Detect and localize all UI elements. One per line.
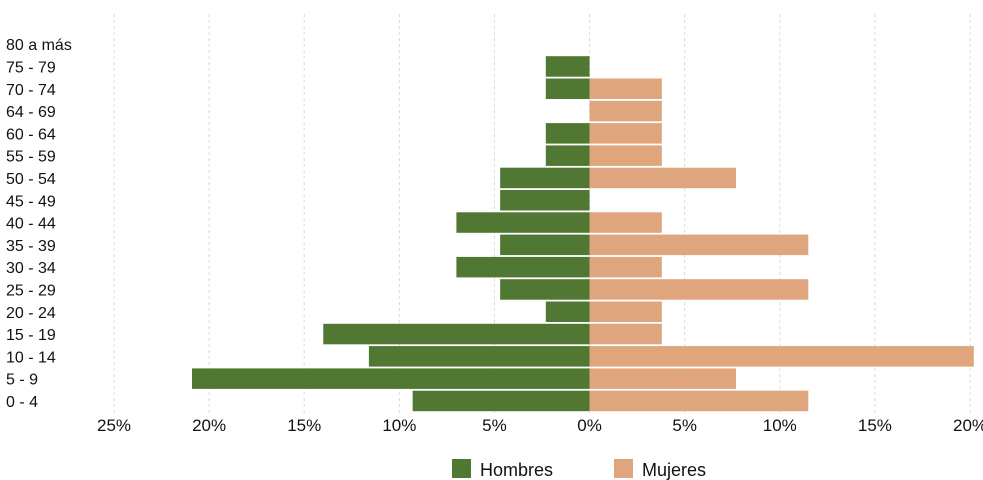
bar-hombres bbox=[545, 145, 590, 166]
x-tick-label: 25% bbox=[97, 416, 131, 435]
legend-swatch bbox=[452, 459, 471, 478]
bar-hombres bbox=[412, 390, 590, 412]
x-tick-label: 15% bbox=[858, 416, 892, 435]
bar-mujeres bbox=[589, 145, 662, 166]
bar-mujeres bbox=[589, 256, 662, 278]
category-labels: 80 a más 75 - 79 70 - 74 64 - 69 60 - 64 55 -… bbox=[6, 37, 72, 411]
category-label: 45 - 49 bbox=[6, 193, 56, 210]
bar-hombres bbox=[368, 346, 590, 367]
legend: Hombres Mujeres bbox=[452, 459, 706, 480]
category-label: 40 - 44 bbox=[6, 216, 56, 233]
bar-hombres bbox=[191, 368, 590, 389]
bar-mujeres bbox=[589, 390, 809, 412]
bars bbox=[191, 56, 974, 412]
category-label: 64 - 69 bbox=[6, 104, 56, 121]
category-label: 70 - 74 bbox=[6, 82, 56, 99]
bar-mujeres bbox=[589, 100, 662, 122]
category-label: 25 - 29 bbox=[6, 282, 56, 299]
legend-label: Hombres bbox=[480, 460, 553, 480]
category-label: 10 - 14 bbox=[6, 349, 56, 366]
x-tick-label: 20% bbox=[192, 416, 226, 435]
bar-mujeres bbox=[589, 368, 737, 389]
bar-hombres bbox=[545, 123, 590, 144]
x-tick-label: 10% bbox=[763, 416, 797, 435]
bar-mujeres bbox=[589, 279, 809, 300]
bar-mujeres bbox=[589, 234, 809, 256]
category-label: 55 - 59 bbox=[6, 149, 56, 166]
bar-hombres bbox=[500, 167, 590, 189]
bar-hombres bbox=[500, 190, 590, 211]
bar-hombres bbox=[545, 56, 590, 77]
x-tick-label: 5% bbox=[672, 416, 697, 435]
bar-mujeres bbox=[589, 78, 662, 99]
category-label: 0 - 4 bbox=[6, 394, 38, 411]
category-label: 5 - 9 bbox=[6, 372, 38, 389]
bar-hombres bbox=[456, 256, 590, 278]
bar-hombres bbox=[545, 78, 590, 99]
legend-swatch bbox=[614, 459, 633, 478]
x-tick-label: 20% bbox=[953, 416, 983, 435]
category-label: 75 - 79 bbox=[6, 59, 56, 76]
x-tick-label: 10% bbox=[382, 416, 416, 435]
category-label: 15 - 19 bbox=[6, 327, 56, 344]
category-label: 60 - 64 bbox=[6, 126, 56, 143]
category-label: 20 - 24 bbox=[6, 305, 56, 322]
category-label: 80 a más bbox=[6, 37, 72, 54]
bar-hombres bbox=[500, 279, 590, 300]
category-label: 50 - 54 bbox=[6, 171, 56, 188]
category-label: 35 - 39 bbox=[6, 238, 56, 255]
bar-hombres bbox=[456, 212, 590, 233]
x-tick-label: 15% bbox=[287, 416, 321, 435]
bar-mujeres bbox=[589, 346, 974, 367]
bar-mujeres bbox=[589, 167, 737, 189]
x-tick-label: 0% bbox=[577, 416, 602, 435]
x-tick-label: 5% bbox=[482, 416, 507, 435]
x-tick-labels: 25% 20% 15% 10% 5% 0% 5% 10% 15% 20% bbox=[97, 416, 983, 435]
bar-hombres bbox=[500, 234, 590, 256]
category-label: 30 - 34 bbox=[6, 260, 56, 277]
bar-hombres bbox=[323, 323, 590, 345]
bar-mujeres bbox=[589, 323, 662, 345]
bar-mujeres bbox=[589, 301, 662, 322]
bar-mujeres bbox=[589, 212, 662, 233]
legend-label: Mujeres bbox=[642, 460, 706, 480]
bar-hombres bbox=[545, 301, 590, 322]
bar-mujeres bbox=[589, 123, 662, 144]
